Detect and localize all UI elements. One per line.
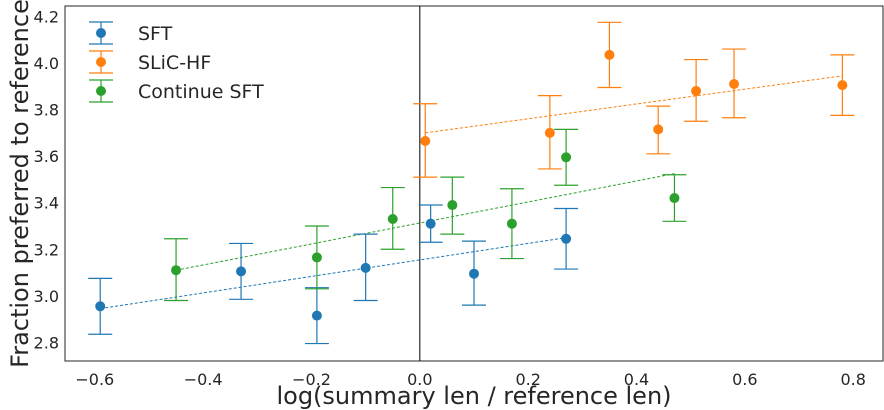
data-point	[604, 49, 615, 60]
data-point	[561, 152, 572, 163]
data-point	[311, 310, 322, 321]
data-point	[561, 233, 572, 244]
x-tick-label: 0.8	[840, 370, 865, 389]
x-tick-label: 0.4	[624, 370, 649, 389]
legend-marker	[96, 28, 106, 38]
data-point	[236, 266, 247, 277]
legend-label: SFT	[138, 23, 173, 45]
y-tick-label: 2.8	[34, 333, 59, 352]
data-point	[311, 252, 322, 263]
data-point	[653, 124, 664, 135]
y-tick-label: 3.6	[34, 147, 59, 166]
data-point	[691, 85, 702, 96]
plot-frame	[64, 5, 884, 362]
legend-entry: SFT	[89, 21, 173, 45]
legend-marker	[96, 86, 106, 96]
data-point	[729, 78, 740, 89]
trend-lines	[100, 75, 843, 310]
data-point	[506, 218, 517, 229]
data-point	[360, 262, 371, 273]
data-points	[95, 49, 848, 321]
x-axis-label: log(summary len / reference len)	[276, 382, 671, 410]
y-tick-label: 4.0	[34, 54, 59, 73]
trend-line	[175, 173, 675, 271]
legend: SFT SLiC-HF Continue SFT	[89, 21, 264, 103]
legend-marker	[96, 57, 106, 67]
data-point	[544, 127, 555, 138]
y-tick-label: 3.0	[34, 287, 59, 306]
legend-label: Continue SFT	[138, 81, 264, 103]
data-point	[95, 301, 106, 312]
data-point	[469, 268, 479, 279]
y-axis-label: Fraction preferred to reference	[6, 0, 34, 368]
legend-entry: Continue SFT	[89, 79, 264, 103]
x-tick-label: 0.2	[515, 370, 540, 389]
data-point	[447, 200, 458, 211]
x-tick-label: −0.2	[292, 370, 331, 389]
x-tick-label: 0.6	[732, 370, 757, 389]
data-point	[425, 218, 436, 229]
trend-line	[425, 75, 843, 134]
x-tick-label: 0.0	[407, 370, 432, 389]
data-point	[171, 265, 182, 276]
y-tick-label: 4.2	[34, 7, 59, 26]
y-tick-label: 3.4	[34, 194, 59, 213]
y-axis-ticks: 2.8 3.0 3.2 3.4 3.6 3.8 4.0 4.2	[34, 7, 59, 352]
data-point	[669, 193, 680, 204]
y-tick-label: 3.2	[34, 240, 59, 259]
x-axis-ticks: −0.6 −0.4 −0.2 0.0 0.2 0.4 0.6 0.8	[75, 370, 866, 389]
legend-entry: SLiC-HF	[89, 50, 211, 74]
x-tick-label: −0.6	[75, 370, 114, 389]
data-point	[837, 80, 848, 91]
data-point	[387, 214, 398, 224]
x-tick-label: −0.4	[184, 370, 223, 389]
legend-label: SLiC-HF	[138, 52, 211, 74]
y-tick-label: 3.8	[34, 101, 59, 120]
data-point	[420, 136, 431, 147]
trend-line	[100, 237, 567, 310]
